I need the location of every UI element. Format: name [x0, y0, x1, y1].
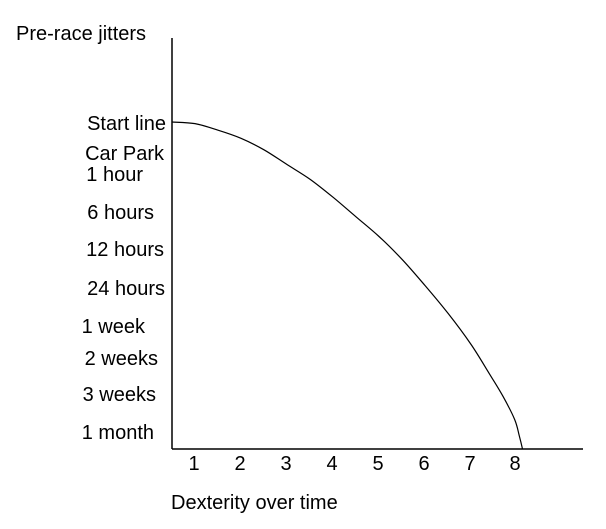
y-tick-label: Car Park [85, 143, 165, 165]
x-tick-label: 5 [372, 453, 383, 475]
x-tick-labels: 1 2 3 4 5 6 7 8 [188, 453, 520, 475]
y-tick-label: 3 weeks [83, 384, 156, 406]
y-tick-label: 1 hour [86, 164, 143, 186]
x-tick-label: 4 [326, 453, 337, 475]
x-tick-label: 7 [464, 453, 475, 475]
x-tick-label: 6 [418, 453, 429, 475]
y-tick-label: 24 hours [87, 278, 165, 300]
y-tick-label: 6 hours [87, 202, 154, 224]
y-tick-label: 2 weeks [85, 348, 158, 370]
y-tick-label: 1 week [82, 316, 146, 338]
y-axis-label: Pre-race jitters [16, 23, 146, 45]
series-line [171, 121, 524, 450]
x-axis-label: Dexterity over time [171, 492, 338, 514]
x-tick-label: 1 [188, 453, 199, 475]
x-tick-label: 3 [280, 453, 291, 475]
y-tick-label: 1 month [82, 422, 154, 444]
x-tick-label: 8 [509, 453, 520, 475]
y-tick-label: 12 hours [86, 239, 164, 261]
x-tick-label: 2 [234, 453, 245, 475]
y-tick-label: Start line [87, 113, 166, 135]
